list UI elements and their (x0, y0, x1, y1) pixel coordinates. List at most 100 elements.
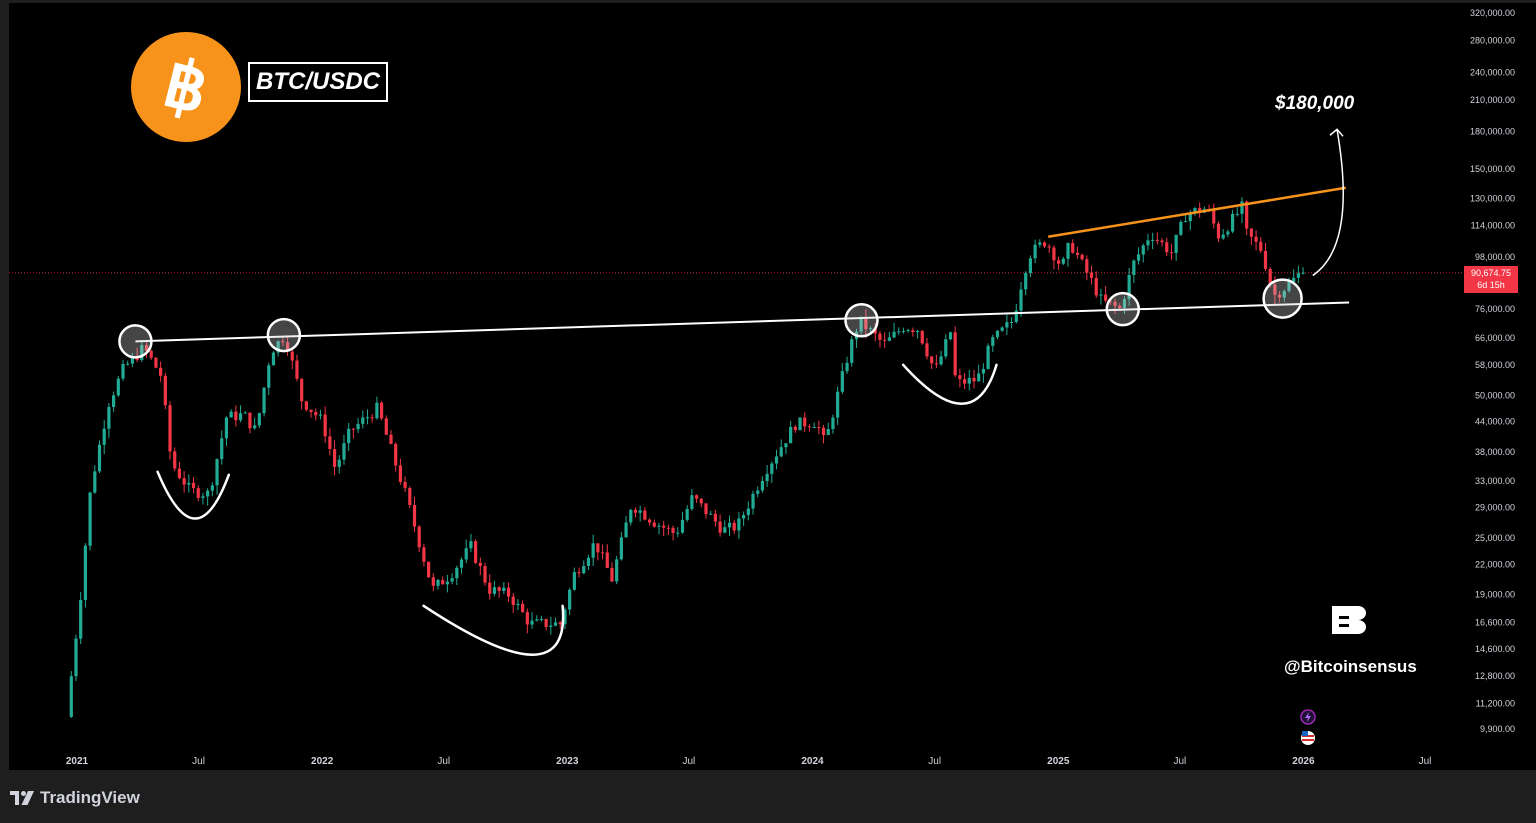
price-tick-label: 25,000.00 (1475, 533, 1515, 543)
candle-up (69, 671, 73, 718)
candle-up (450, 573, 454, 585)
candle-body (897, 331, 901, 333)
candle-body (868, 328, 873, 330)
candle-body (553, 622, 558, 626)
candle-up (563, 607, 567, 630)
candle-body (1155, 239, 1159, 241)
candle-down (1259, 236, 1263, 254)
price-tick-label: 320,000.00 (1470, 8, 1515, 18)
candle-down (248, 412, 252, 434)
candle-body (732, 522, 736, 531)
resistance-trendline[interactable] (135, 301, 1350, 343)
candle-body (605, 552, 609, 568)
candle-body (83, 545, 87, 600)
candle-body (647, 519, 652, 523)
candle-body (276, 341, 280, 353)
candle-down (972, 369, 976, 389)
candle-body (262, 387, 266, 414)
candle-down (1212, 203, 1216, 229)
candle-body (140, 345, 144, 360)
candle-body (798, 417, 802, 431)
candle-up (789, 420, 793, 444)
candle-up (840, 363, 844, 394)
pair-label: BTC/USDC (248, 62, 388, 102)
rounded-bottom-arc[interactable] (901, 363, 998, 405)
touch-point-circle[interactable] (1105, 291, 1141, 327)
candle-body (168, 405, 172, 452)
candle-body (558, 622, 562, 625)
time-tick-label: 2024 (801, 756, 824, 767)
candle-body (525, 612, 529, 625)
us-flag-icon[interactable] (1301, 731, 1315, 745)
candle-body (323, 414, 327, 437)
candle-up (469, 533, 473, 553)
candle-body (314, 412, 318, 416)
candle-body (1277, 294, 1282, 298)
candle-down (1263, 243, 1268, 271)
candle-body (1057, 260, 1061, 264)
time-tick-label: 2026 (1292, 756, 1315, 767)
candle-up (746, 501, 750, 521)
price-axis: 320,000.00 280,000.00 240,000.00 210,000.00… (1470, 8, 1515, 734)
candle-up (436, 578, 440, 590)
candle-body (1028, 258, 1033, 274)
price-tick-label: 240,000.00 (1470, 67, 1515, 77)
last-price-tag[interactable]: 90,674.75 6d 15h (1464, 266, 1518, 293)
price-chart[interactable]: 320,000.00 280,000.00 240,000.00 210,000.00… (9, 3, 1536, 770)
candle-body (130, 356, 135, 364)
candle-body (464, 548, 468, 560)
candle-up (845, 356, 849, 374)
candle-down (304, 400, 308, 412)
candle-body (436, 579, 440, 586)
candle-up (492, 580, 497, 597)
price-tick-label: 38,000.00 (1475, 447, 1515, 457)
candle-body (1245, 201, 1249, 229)
candle-down (511, 592, 515, 613)
tradingview-link[interactable]: TradingView (10, 786, 140, 810)
time-tick-label: Jul (1173, 756, 1186, 767)
candle-body (1071, 243, 1075, 253)
candle-body (619, 537, 623, 560)
price-tick-label: 50,000.00 (1475, 390, 1515, 400)
rising-resistance-trendline[interactable] (1048, 186, 1346, 238)
candle-body (596, 543, 600, 553)
candle-down (1047, 243, 1051, 254)
candle-up (709, 510, 713, 515)
rounded-bottom-arc[interactable] (422, 604, 565, 656)
candle-down (379, 401, 384, 421)
candle-body (887, 337, 891, 341)
candle-body (638, 510, 642, 513)
candle-body (962, 379, 967, 384)
candle-down (191, 477, 196, 494)
candle-down (1165, 237, 1169, 257)
candle-down (332, 440, 337, 476)
time-axis: 2021 Jul 2022 Jul 2023 Jul 2024 Jul 2025 Jul 2026 J… (66, 756, 1432, 767)
projection-arrow[interactable] (1312, 129, 1344, 277)
rounded-bottom-arc[interactable] (156, 470, 231, 520)
candle-up (1019, 281, 1023, 317)
candle-body (845, 362, 849, 372)
candle-body (361, 417, 365, 424)
candle-up (1000, 326, 1004, 332)
touch-point-circle[interactable] (118, 324, 153, 359)
touch-point-circle[interactable] (1262, 278, 1303, 319)
candle-down (1080, 253, 1084, 261)
candle-body (1014, 310, 1018, 322)
touch-point-circle[interactable] (266, 317, 302, 353)
us-flag-stripe (1302, 739, 1314, 741)
time-tick-label: 2023 (556, 756, 579, 767)
time-tick-label: Jul (682, 756, 695, 767)
candle-body (441, 579, 445, 585)
candle-body (624, 522, 628, 538)
candle-body (229, 411, 233, 418)
candle-body (615, 559, 619, 582)
candle-body (511, 596, 515, 606)
candle-body (770, 463, 774, 474)
candle-up (88, 491, 92, 551)
candle-down (1155, 232, 1159, 245)
candle-up (539, 615, 544, 622)
flash-icon[interactable] (1300, 709, 1316, 725)
last-price-value: 90,674.75 (1470, 268, 1512, 278)
time-tick-label: 2022 (311, 756, 334, 767)
touch-point-circle[interactable] (844, 303, 879, 338)
